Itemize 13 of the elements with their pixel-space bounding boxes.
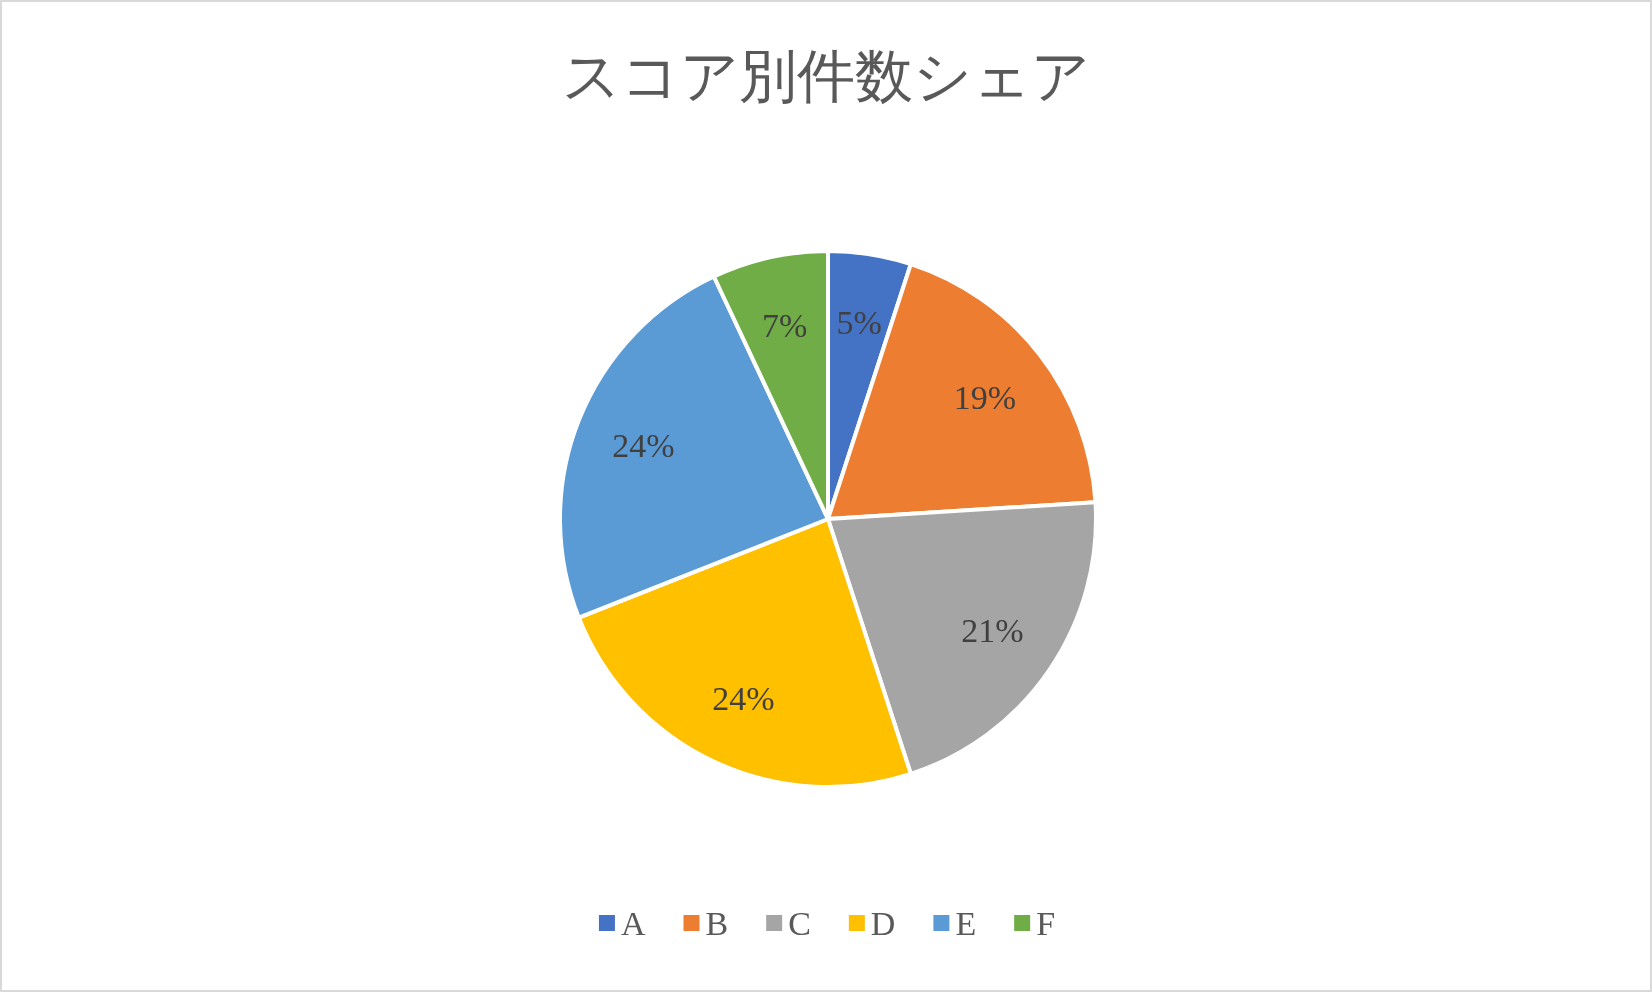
legend-label: D — [870, 904, 896, 942]
legend-label: F — [1036, 904, 1056, 942]
data-label: 24% — [612, 427, 675, 465]
legend-label: B — [705, 904, 729, 942]
data-label: 24% — [712, 680, 775, 718]
data-label: 7% — [762, 306, 808, 344]
legend-label: C — [788, 904, 811, 942]
data-label: 19% — [953, 378, 1017, 416]
data-label: 21% — [961, 612, 1024, 650]
legend-label: E — [955, 904, 977, 942]
chart-title: スコア別件数シェア — [562, 43, 1090, 109]
legend-label: A — [620, 904, 646, 942]
data-label: 5% — [836, 304, 882, 342]
